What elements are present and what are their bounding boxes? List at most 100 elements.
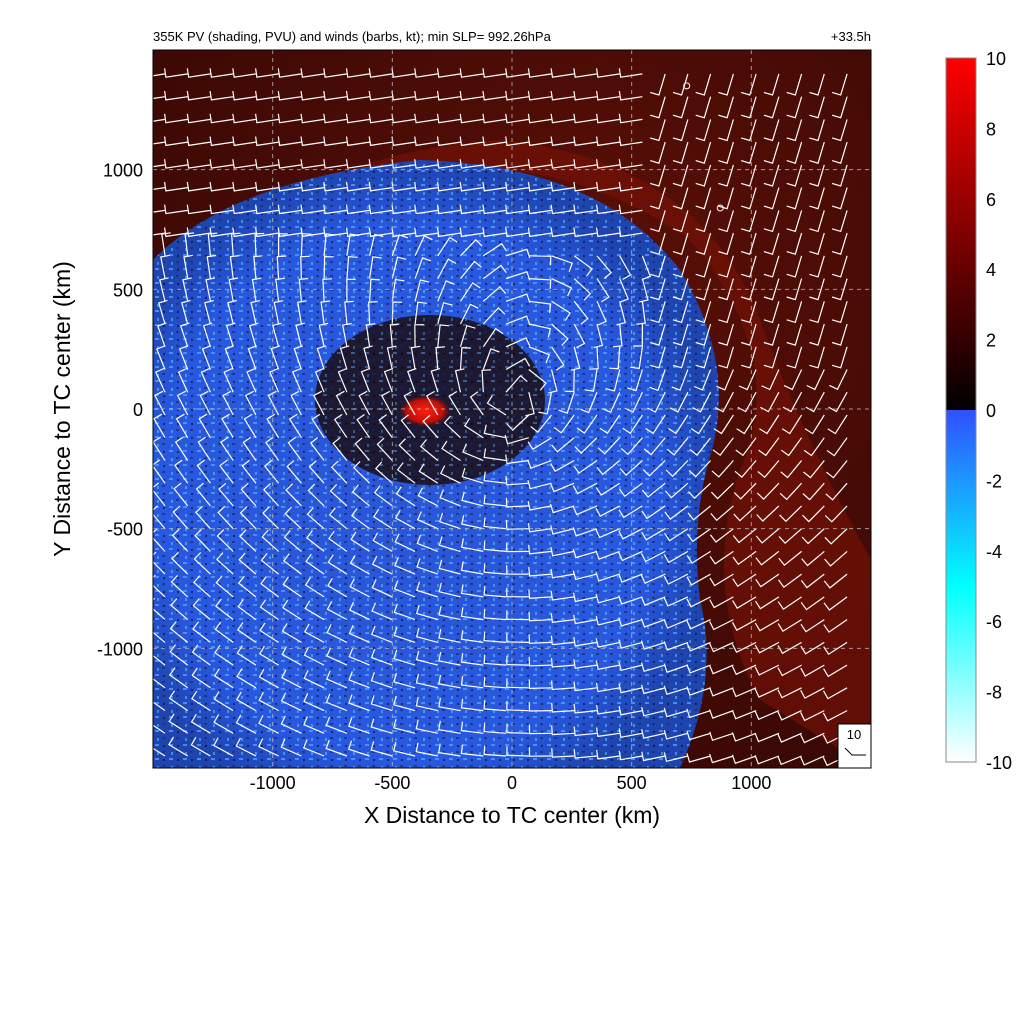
wind-barb: [393, 603, 416, 621]
wind-barb: [650, 187, 666, 210]
wind-barb: [232, 227, 256, 238]
wind-barb: [573, 90, 598, 101]
wind-barb: [300, 159, 325, 169]
wind-barb: [153, 209, 166, 213]
wind-barb: [241, 459, 257, 484]
wind-barb: [718, 255, 734, 278]
wind-barb: [327, 577, 348, 598]
wind-barb: [663, 573, 689, 585]
wind-barb: [483, 631, 507, 643]
wind-barb: [709, 731, 734, 742]
calm-wind-marker: [716, 204, 724, 212]
wind-barb: [573, 592, 598, 603]
wind-barb: [323, 181, 347, 192]
wind-barb: [483, 424, 507, 439]
wind-barb: [483, 585, 507, 598]
wind-barb: [370, 672, 393, 689]
wind-barb: [809, 210, 825, 233]
wind-barb: [333, 413, 348, 439]
wind-barb: [504, 434, 529, 445]
wind-barb: [573, 181, 598, 192]
wind-barb: [695, 301, 712, 324]
wind-barb: [373, 485, 393, 507]
wind-barb: [505, 497, 529, 508]
wind-barb: [414, 159, 438, 169]
calm-markers: [683, 82, 724, 212]
wind-barb: [686, 708, 711, 719]
wind-barb: [665, 460, 689, 478]
wind-barb: [438, 674, 461, 689]
wind-barb: [573, 113, 598, 124]
wind-barb: [186, 68, 211, 78]
wind-barb: [394, 533, 416, 552]
wind-barb: [323, 136, 347, 147]
wind-barb: [709, 619, 734, 631]
wind-barb: [831, 346, 848, 369]
wind-barb: [482, 264, 507, 280]
wind-barb: [441, 440, 461, 462]
wind-barb: [482, 136, 507, 147]
wind-barb: [641, 528, 666, 541]
wind-barb: [459, 204, 484, 215]
wind-barb: [809, 187, 825, 210]
wind-barb: [164, 136, 188, 147]
wind-barb: [528, 589, 552, 600]
wind-barb: [224, 345, 235, 370]
wind-barb: [486, 395, 507, 416]
plot-frame: [152, 49, 872, 769]
wind-barb: [483, 494, 507, 507]
wind-barb: [686, 641, 711, 652]
wind-barb: [553, 414, 575, 434]
wind-barb: [171, 528, 189, 552]
wind-barb: [204, 299, 214, 325]
wind-barb: [597, 437, 621, 455]
wind-barb: [777, 710, 802, 721]
wind-barb: [250, 300, 261, 325]
wind-barb: [506, 678, 529, 689]
wind-barb: [304, 577, 325, 598]
wind-barb: [831, 119, 848, 142]
wind-barb: [550, 204, 575, 215]
wind-barb: [186, 227, 211, 238]
wind-barb: [191, 667, 211, 689]
wind-barb: [573, 136, 598, 147]
wind-barb: [527, 479, 552, 490]
wind-barb: [741, 323, 757, 346]
wind-barb: [573, 204, 598, 215]
wind-barb: [672, 73, 689, 96]
wind-barb: [551, 748, 575, 758]
wind-barb: [414, 301, 427, 325]
wind-barb: [573, 659, 598, 669]
wind-barb: [824, 550, 848, 567]
wind-barb: [528, 611, 552, 622]
wind-barb: [506, 542, 529, 553]
wind-barb: [831, 301, 848, 324]
wind-barb: [686, 550, 711, 564]
wind-barb: [198, 413, 211, 439]
wind-barb: [410, 345, 421, 370]
wind-barb: [786, 278, 803, 301]
wind-barb: [170, 598, 189, 621]
wind-barb: [718, 164, 734, 187]
wind-barb: [415, 650, 438, 666]
wind-barb: [741, 119, 757, 142]
wind-barb: [232, 181, 256, 192]
wind-barb: [689, 437, 712, 456]
wind-barb: [356, 414, 371, 439]
wind-barb: [459, 113, 484, 124]
colorbar-tick-label: 6: [986, 190, 996, 210]
wind-barb: [718, 346, 734, 369]
wind-barb: [232, 113, 256, 124]
wind-barb: [414, 227, 438, 238]
wind-barb: [527, 522, 552, 533]
wind-barb: [168, 713, 189, 734]
wind-barb: [573, 614, 598, 625]
wind-barb: [718, 278, 734, 301]
wind-barb: [831, 73, 848, 96]
wind-barb: [630, 346, 643, 370]
wind-barb: [154, 390, 166, 416]
wind-barb: [416, 558, 438, 575]
wind-barb: [153, 141, 166, 145]
wind-barb: [530, 414, 552, 434]
wind-barb: [346, 255, 358, 279]
